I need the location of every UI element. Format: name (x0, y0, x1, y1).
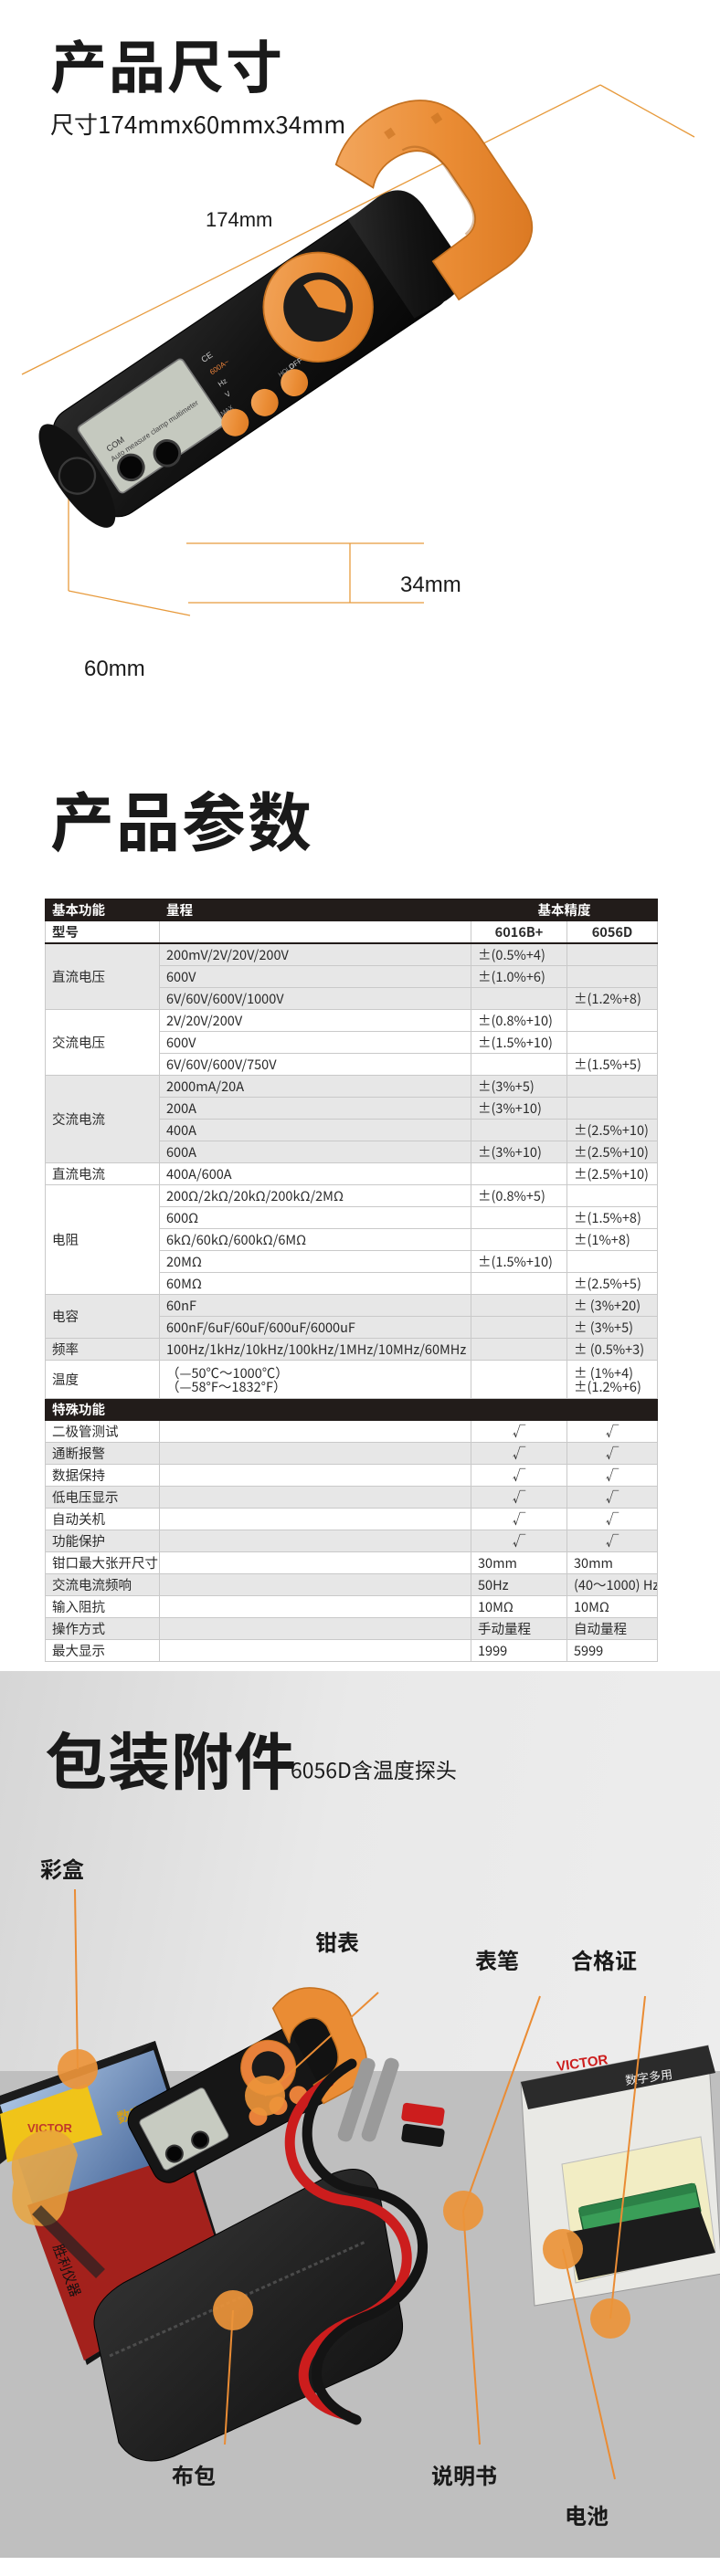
svg-text:60mm: 60mm (84, 657, 145, 681)
